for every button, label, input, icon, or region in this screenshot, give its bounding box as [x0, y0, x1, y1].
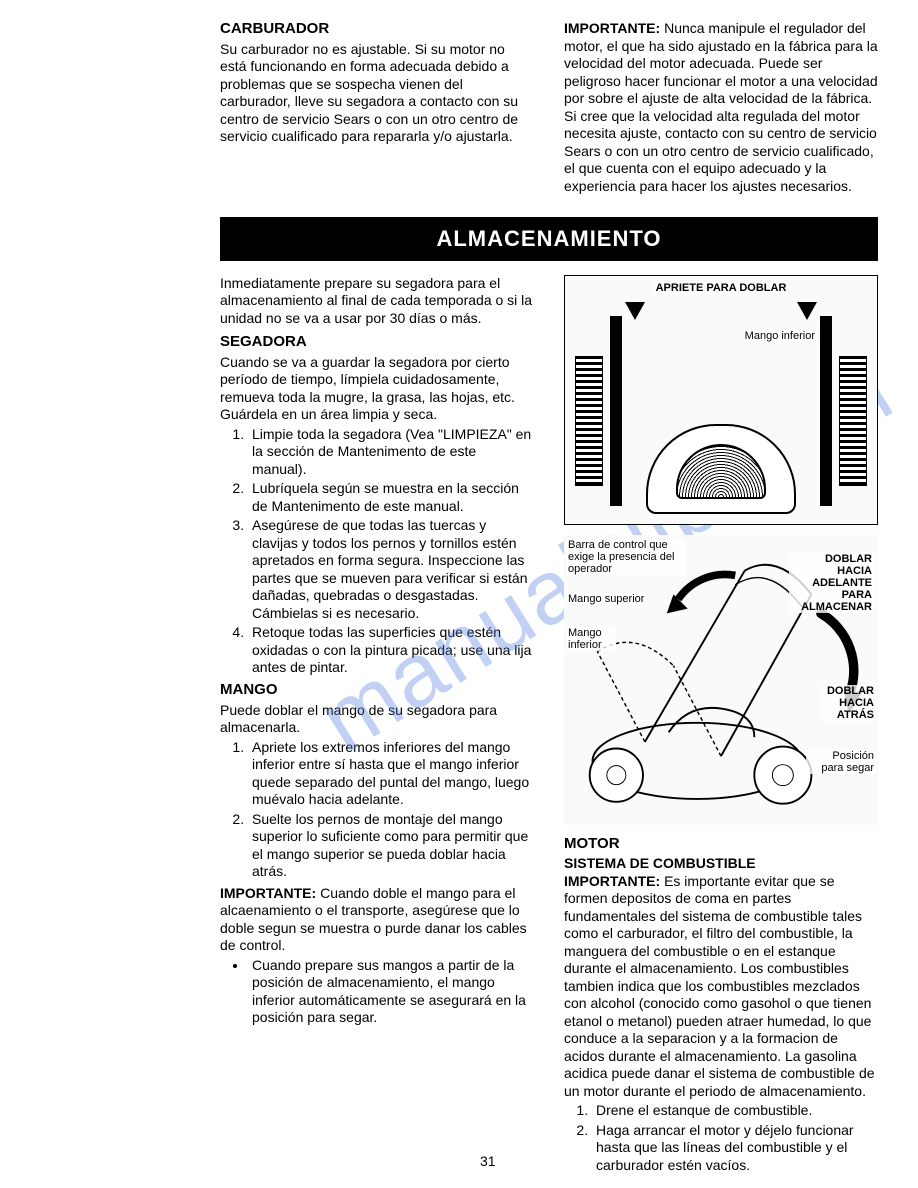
diagram-label: Barra de control que exige la presencia …: [566, 539, 686, 575]
list-item: Asegúrese de que todas las tuercas y cla…: [248, 517, 534, 622]
page-number: 31: [480, 1153, 496, 1171]
importante-lead: IMPORTANTE:: [564, 20, 660, 36]
diagram-label: APRIETE PARA DOBLAR: [654, 282, 789, 294]
mango-list: Apriete los extremos inferiores del mang…: [220, 739, 534, 881]
list-item: Retoque todas las superficies que estén …: [248, 624, 534, 677]
list-item: Lubríquela según se muestra en la secció…: [248, 480, 534, 515]
segadora-list: Limpie toda la segadora (Vea "LIMPIEZA" …: [220, 426, 534, 677]
main-section: Inmediatamente prepare su segadora para …: [40, 275, 878, 1179]
sistema-heading: SISTEMA DE COMBUSTIBLE: [564, 855, 878, 873]
mango-importante: IMPORTANTE: Cuando doble el mango para e…: [220, 885, 534, 955]
mower-body: [646, 424, 796, 514]
motor-lead: IMPORTANTE:: [564, 873, 660, 889]
list-item: Limpie toda la segadora (Vea "LIMPIEZA" …: [248, 426, 534, 479]
wheel-icon: [839, 356, 867, 486]
diagram-label: Mango superior: [566, 593, 646, 605]
diagram-label: Posición para segar: [806, 750, 876, 774]
handle-bar: [820, 316, 832, 506]
list-item: Cuando prepare sus mangos a partir de la…: [248, 957, 534, 1027]
top-right-col: IMPORTANTE: Nunca manipule el regulador …: [564, 20, 878, 197]
diagram-side-view: Barra de control que exige la presencia …: [564, 535, 878, 825]
motor-list: Drene el estanque de combustible. Haga a…: [564, 1102, 878, 1174]
top-section: CARBURADOR Su carburador no es ajustable…: [40, 20, 878, 197]
diagram-label: DOBLAR HACIA ADELANTE PARA ALMACENAR: [789, 553, 874, 613]
mango-imp-lead: IMPORTANTE:: [220, 885, 316, 901]
diagram-label: Mango inferior: [743, 330, 817, 342]
segadora-heading: SEGADORA: [220, 333, 534, 352]
diagram-label: DOBLAR HACIA ATRÁS: [821, 685, 876, 721]
diagram-label: Mango inferior: [566, 627, 616, 651]
list-item: Apriete los extremos inferiores del mang…: [248, 739, 534, 809]
engine-grille: [676, 444, 766, 499]
mango-bullet-list: Cuando prepare sus mangos a partir de la…: [220, 957, 534, 1027]
handle-bar: [610, 316, 622, 506]
segadora-body: Cuando se va a guardar la segadora por c…: [220, 354, 534, 424]
carburador-heading: CARBURADOR: [220, 20, 534, 39]
left-column: Inmediatamente prepare su segadora para …: [220, 275, 534, 1179]
arrow-icon: [797, 302, 817, 320]
top-left-col: CARBURADOR Su carburador no es ajustable…: [220, 20, 534, 197]
intro-text: Inmediatamente prepare su segadora para …: [220, 275, 534, 328]
arrow-icon: [625, 302, 645, 320]
mango-intro: Puede doblar el mango de su segadora par…: [220, 702, 534, 737]
motor-body: IMPORTANTE: Es importante evitar que se …: [564, 873, 878, 1101]
importante-body: Nunca manipule el regulador del motor, e…: [564, 20, 878, 194]
diagram-top-view: APRIETE PARA DOBLAR Mango inferior: [564, 275, 878, 525]
mango-heading: MANGO: [220, 681, 534, 700]
list-item: Haga arrancar el motor y déjelo funciona…: [592, 1122, 878, 1175]
motor-heading: MOTOR: [564, 835, 878, 854]
motor-text: Es importante evitar que se formen depos…: [564, 873, 875, 1099]
importante-top: IMPORTANTE: Nunca manipule el regulador …: [564, 20, 878, 195]
carburador-body: Su carburador no es ajustable. Si su mot…: [220, 41, 534, 146]
list-item: Drene el estanque de combustible.: [592, 1102, 878, 1120]
section-bar: ALMACENAMIENTO: [220, 217, 878, 261]
right-column: APRIETE PARA DOBLAR Mango inferior: [564, 275, 878, 1179]
wheel-icon: [575, 356, 603, 486]
list-item: Suelte los pernos de montaje del mango s…: [248, 811, 534, 881]
